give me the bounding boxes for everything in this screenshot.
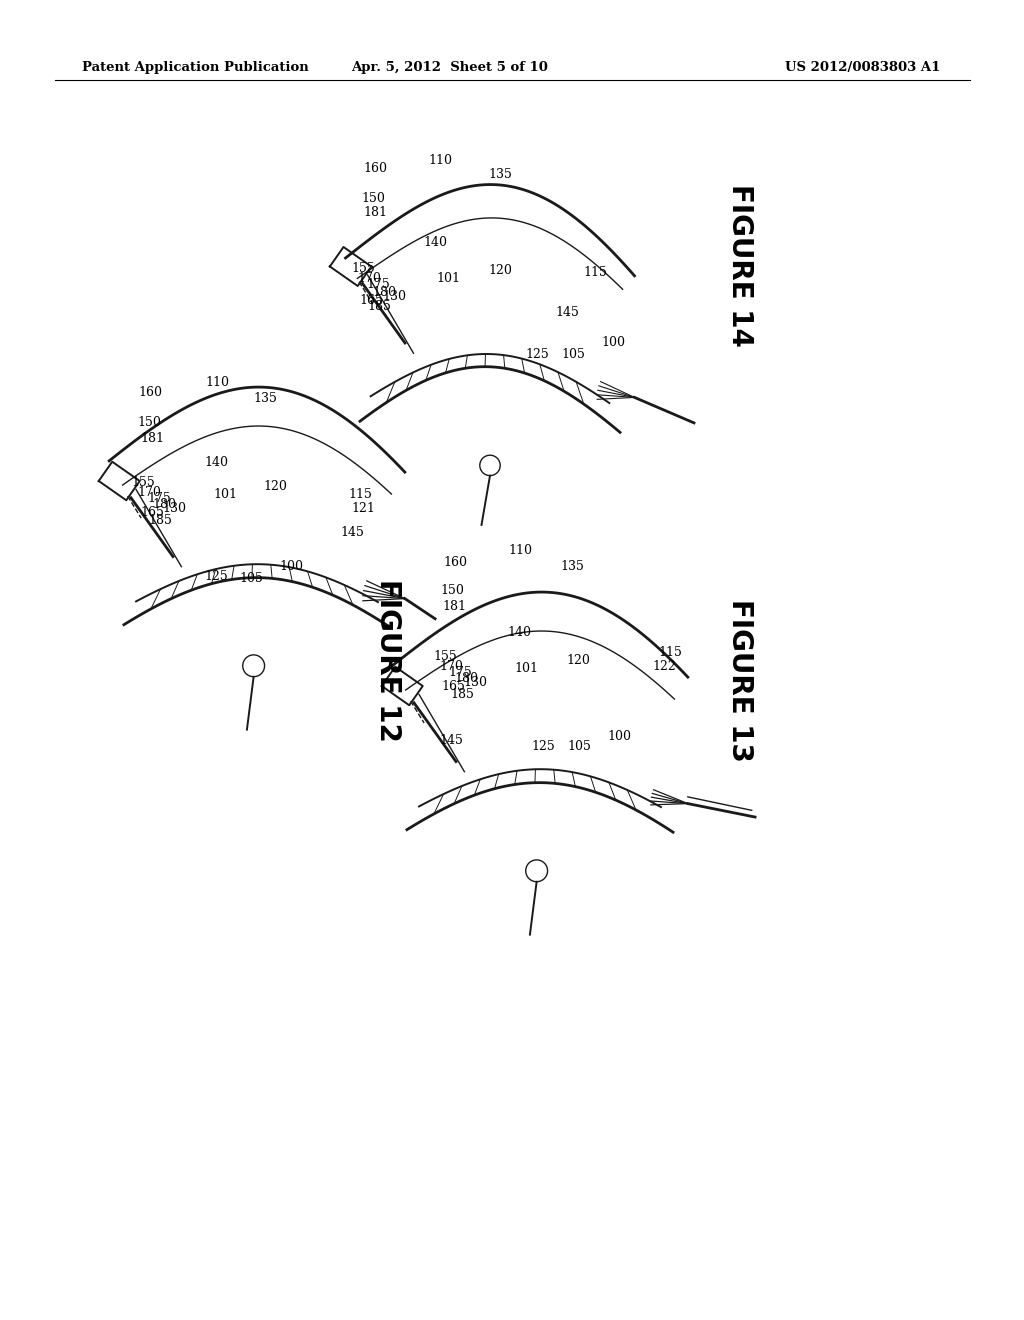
Text: 150: 150 <box>137 416 161 429</box>
Text: 105: 105 <box>567 739 591 752</box>
Text: 101: 101 <box>436 272 460 285</box>
Text: 110: 110 <box>428 153 452 166</box>
Text: 170: 170 <box>357 272 381 285</box>
Text: 185: 185 <box>367 301 391 314</box>
Text: 130: 130 <box>162 502 186 515</box>
Text: 120: 120 <box>263 480 287 494</box>
Text: 165: 165 <box>441 681 465 693</box>
Text: 160: 160 <box>362 161 387 174</box>
Text: 155: 155 <box>351 261 375 275</box>
Text: 100: 100 <box>279 561 303 573</box>
Text: FIGURE 12: FIGURE 12 <box>374 578 402 742</box>
Text: 145: 145 <box>555 306 579 319</box>
Text: 115: 115 <box>348 488 372 502</box>
Text: 135: 135 <box>488 169 512 181</box>
Text: 135: 135 <box>560 561 584 573</box>
Text: 181: 181 <box>442 599 466 612</box>
Text: FIGURE 13: FIGURE 13 <box>726 598 754 762</box>
Text: 175: 175 <box>449 665 472 678</box>
Text: 180: 180 <box>152 499 176 511</box>
Text: 185: 185 <box>451 688 474 701</box>
Text: 155: 155 <box>433 649 457 663</box>
Text: 170: 170 <box>137 486 161 499</box>
Text: 130: 130 <box>382 289 406 302</box>
Text: 115: 115 <box>583 265 607 279</box>
Text: 140: 140 <box>507 626 531 639</box>
Text: 105: 105 <box>239 572 263 585</box>
Text: 175: 175 <box>367 279 390 292</box>
Text: 100: 100 <box>601 335 625 348</box>
Text: 135: 135 <box>253 392 276 404</box>
Text: 165: 165 <box>140 507 164 520</box>
Text: US 2012/0083803 A1: US 2012/0083803 A1 <box>784 62 940 74</box>
Circle shape <box>243 655 264 677</box>
Text: 180: 180 <box>372 285 396 298</box>
Text: 101: 101 <box>514 661 538 675</box>
Text: 101: 101 <box>213 487 237 500</box>
Text: 185: 185 <box>148 513 172 527</box>
Text: 105: 105 <box>561 348 585 362</box>
Text: 145: 145 <box>439 734 463 747</box>
Text: 110: 110 <box>205 376 229 389</box>
Text: 150: 150 <box>361 191 385 205</box>
Text: 145: 145 <box>340 525 364 539</box>
Text: 160: 160 <box>138 387 162 400</box>
Text: 140: 140 <box>423 236 447 249</box>
Text: 125: 125 <box>531 739 555 752</box>
Text: FIGURE 14: FIGURE 14 <box>726 183 754 346</box>
Text: 181: 181 <box>140 432 164 445</box>
Text: 175: 175 <box>147 491 171 504</box>
Text: 181: 181 <box>362 206 387 219</box>
Text: 125: 125 <box>525 348 549 362</box>
Text: 170: 170 <box>439 660 463 672</box>
Text: 115: 115 <box>658 647 682 660</box>
Circle shape <box>525 859 548 882</box>
Text: 125: 125 <box>204 570 228 583</box>
Text: Apr. 5, 2012  Sheet 5 of 10: Apr. 5, 2012 Sheet 5 of 10 <box>351 62 549 74</box>
Circle shape <box>480 455 500 475</box>
Text: 100: 100 <box>607 730 631 742</box>
Text: 122: 122 <box>652 660 676 673</box>
Text: 155: 155 <box>131 475 155 488</box>
Text: 150: 150 <box>440 585 464 598</box>
Text: 140: 140 <box>204 457 228 470</box>
Text: Patent Application Publication: Patent Application Publication <box>82 62 309 74</box>
Text: 160: 160 <box>443 556 467 569</box>
Text: 120: 120 <box>566 653 590 667</box>
Text: 110: 110 <box>508 544 532 557</box>
Text: 180: 180 <box>454 672 478 685</box>
Text: 130: 130 <box>463 676 487 689</box>
Text: 165: 165 <box>359 293 383 306</box>
Text: 120: 120 <box>488 264 512 276</box>
Text: 121: 121 <box>351 502 375 515</box>
